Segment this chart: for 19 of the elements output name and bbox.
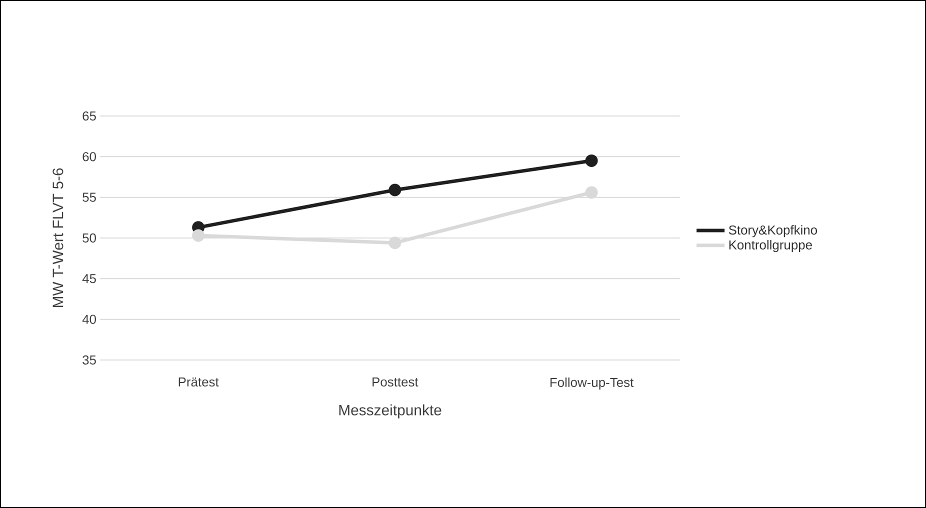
x-tick-label: Posttest	[372, 378, 418, 387]
y-tick-label: 40	[82, 314, 96, 324]
y-tick-label: 55	[82, 192, 96, 202]
x-tick-label: Prätest	[178, 378, 219, 387]
y-tick-label: 65	[82, 111, 96, 121]
y-tick-label: 50	[82, 233, 96, 243]
point	[388, 184, 402, 196]
point	[585, 154, 598, 167]
legend-label: Kontrollgruppe	[729, 240, 812, 252]
y-tick-label: 35	[82, 355, 96, 365]
y-axis-title: MW T-Wert FLVT 5-6	[52, 168, 64, 308]
point	[192, 229, 205, 242]
x-axis-title: Messzeitpunkte	[339, 404, 442, 418]
legend-label: Story&Kopfkino	[728, 225, 818, 238]
point	[585, 186, 598, 199]
x-tick-label: Follow-up-Test	[550, 378, 634, 390]
y-tick-label: 60	[82, 152, 96, 162]
point	[388, 236, 402, 250]
y-tick-label: 45	[82, 274, 96, 284]
